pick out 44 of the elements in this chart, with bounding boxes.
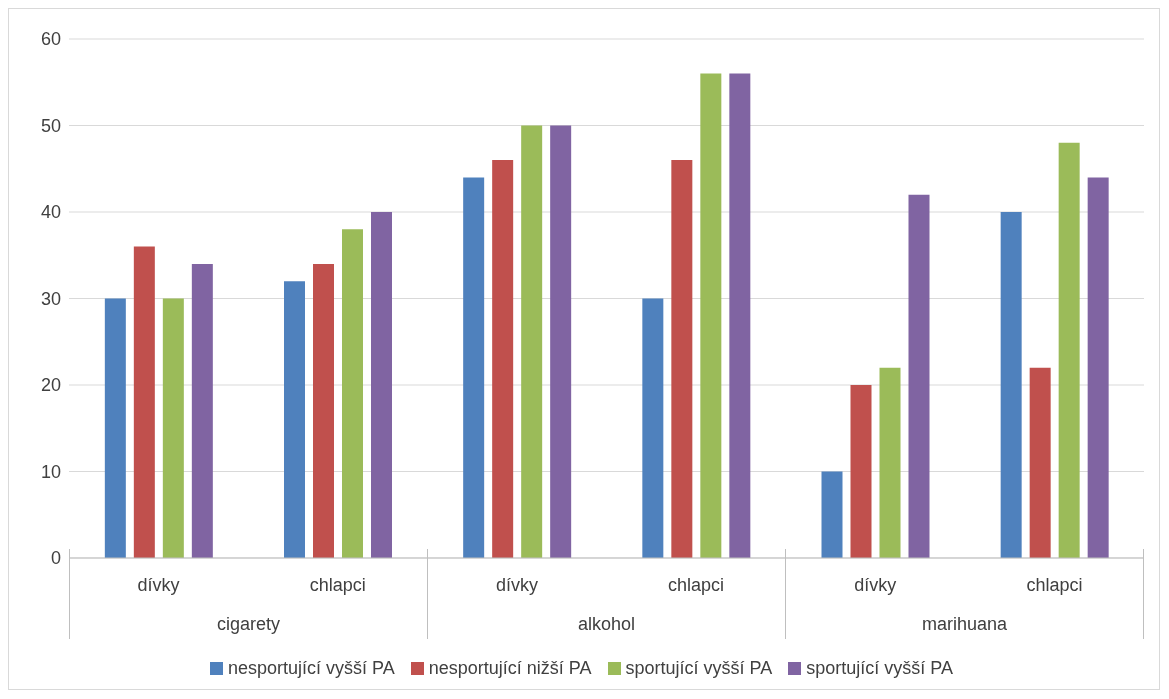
bar xyxy=(550,125,572,558)
bar xyxy=(671,160,693,558)
y-tick-label: 50 xyxy=(40,115,61,136)
bar xyxy=(879,367,901,558)
bar xyxy=(162,298,184,558)
bar xyxy=(463,177,485,558)
bar xyxy=(821,471,843,558)
bar xyxy=(342,229,363,558)
bar xyxy=(1058,142,1080,558)
y-tick-label: 60 xyxy=(40,29,61,50)
bar xyxy=(104,298,126,558)
y-tick-label: 10 xyxy=(40,461,61,482)
bar xyxy=(371,212,392,558)
legend-label: sportující vyšší PA xyxy=(625,658,773,679)
bar xyxy=(191,263,213,558)
legend-label: sportující vyšší PA xyxy=(806,658,953,679)
bar xyxy=(492,160,514,558)
y-tick-label: 0 xyxy=(50,548,61,569)
x-tick-label: dívky xyxy=(137,574,180,595)
bar xyxy=(313,263,334,558)
bar xyxy=(908,194,930,558)
y-tick-label: 40 xyxy=(40,202,61,223)
bar xyxy=(700,73,722,558)
text: cigarety xyxy=(216,614,281,635)
y-tick-label: 30 xyxy=(40,288,61,309)
x-tick-label: dívky xyxy=(854,574,897,595)
bar xyxy=(133,246,155,558)
legend-label: nesportující vyšší PA xyxy=(228,658,395,679)
text: marihuana xyxy=(920,614,1009,635)
bar xyxy=(521,125,543,558)
text: alkohol xyxy=(576,614,636,635)
bar xyxy=(850,385,872,558)
legend-label: nesportující nižší PA xyxy=(428,658,592,679)
bar xyxy=(1087,177,1109,558)
bar xyxy=(1000,212,1022,558)
x-tick-label: chlapci xyxy=(309,574,366,595)
x-tick-label: chlapci xyxy=(668,574,725,595)
bar xyxy=(729,73,751,558)
y-tick-label: 20 xyxy=(40,375,61,396)
bar xyxy=(642,298,664,558)
x-tick-label: chlapci xyxy=(1026,574,1083,595)
bar xyxy=(284,281,305,558)
bar xyxy=(1029,367,1051,558)
x-tick-label: dívky xyxy=(495,574,538,595)
